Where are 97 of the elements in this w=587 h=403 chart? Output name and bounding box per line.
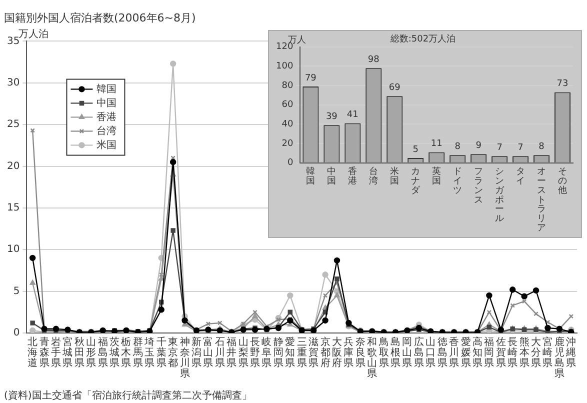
y-tick-label: 15 [6, 202, 20, 214]
x-tick-label: シンガポール [495, 166, 506, 224]
chart-title: 総数:502万人泊 [389, 34, 456, 45]
x-tick-label: 東京都 [168, 336, 178, 369]
y-tick-label: 20 [282, 138, 294, 149]
x-tick-label: オーストラリア [537, 166, 546, 234]
x-tick-label: 熊本県 [519, 336, 530, 369]
x-tick-label: 神奈川県 [180, 336, 190, 380]
x-tick-label: 香港 [348, 166, 358, 186]
x-tick-label: 鹿児島県 [554, 336, 564, 380]
x-tick-label: 岩手県 [50, 336, 61, 369]
x-tick-label: 京都府 [320, 336, 330, 369]
x-tick-label: 富山県 [203, 336, 214, 369]
x-tick-label: 滋賀県 [308, 336, 319, 369]
x-tick-label: 福島県 [98, 336, 108, 369]
data-label: 5 [412, 144, 418, 155]
data-label: 8 [538, 142, 545, 152]
x-tick-label: 佐賀県 [496, 336, 506, 369]
x-tick-label: 山形県 [86, 336, 96, 369]
y-tick-label: 0 [287, 158, 294, 168]
y-tick-label: 60 [282, 100, 294, 110]
data-label: 9 [476, 140, 482, 151]
x-tick-label: 中国 [327, 166, 336, 186]
x-tick-label: 奈良県 [355, 336, 366, 369]
x-tick-label: 長崎県 [508, 336, 518, 369]
y-tick-label: 40 [282, 120, 294, 130]
data-label: 7 [496, 142, 502, 153]
x-tick-label: 愛媛県 [460, 336, 471, 369]
x-tick-label: 三重県 [296, 336, 307, 369]
x-tick-label: 高知県 [472, 336, 482, 369]
x-tick-label: 兵庫県 [344, 336, 354, 369]
x-tick-label: 茨城県 [108, 336, 120, 369]
legend-label: 米国 [96, 138, 117, 151]
y-tick-label: 20 [6, 160, 20, 172]
x-tick-label: 英国 [432, 166, 442, 186]
legend-label: 韓国 [96, 82, 117, 95]
x-tick-label: 千葉県 [156, 336, 166, 369]
x-tick-label: 長野県 [250, 336, 260, 369]
data-label: 8 [454, 142, 461, 152]
data-label: 79 [304, 73, 317, 84]
y-tick-label: 120 [276, 42, 294, 52]
x-tick-label: 岐阜県 [262, 336, 272, 369]
x-tick-label: 北海道 [28, 336, 38, 369]
text: (資料)国土交通省「宿泊旅行統計調査第二次予備調査」 [4, 390, 252, 402]
x-tick-label: 鳥取県 [378, 336, 389, 369]
x-tick-label: 台湾 [369, 166, 378, 186]
x-tick-label: 徳島県 [437, 336, 448, 369]
legend-label: 香港 [96, 110, 117, 123]
x-tick-label: 新潟県 [191, 336, 202, 369]
data-label: 11 [430, 139, 442, 150]
x-tick-label: 愛知県 [285, 336, 296, 369]
x-tick-label: 群馬県 [132, 336, 143, 369]
y-tick-label: 80 [282, 80, 294, 91]
x-tick-label: 島根県 [390, 336, 401, 369]
y-tick-label: 10 [6, 244, 20, 256]
x-tick-label: 福井県 [226, 336, 237, 369]
data-label: 69 [388, 82, 401, 93]
y-axis-title: 万人泊 [18, 28, 49, 40]
x-tick-label: 大分県 [531, 336, 542, 369]
y-tick-label: 25 [6, 119, 20, 130]
x-tick-label: 宮城県 [62, 336, 73, 369]
data-label: 41 [346, 110, 358, 120]
chart-title: 国籍別外国人宿泊者数(2006年6~8月) [4, 11, 196, 24]
data-label: 39 [326, 112, 338, 122]
x-tick-label: フランス [474, 166, 484, 206]
x-tick-label: 香川県 [449, 336, 460, 369]
x-tick-label: 山梨県 [238, 336, 248, 369]
y-tick-label: 5 [13, 286, 20, 297]
x-tick-label: ドイツ [453, 166, 462, 196]
x-tick-label: 秋田県 [74, 336, 84, 369]
x-tick-label: 宮崎県 [542, 336, 553, 369]
x-tick-label: 山口県 [426, 336, 436, 369]
x-tick-label: 和歌山県 [367, 336, 378, 380]
x-tick-label: 埼玉県 [144, 336, 155, 369]
data-label: 98 [368, 54, 380, 65]
x-tick-label: 石川県 [214, 336, 225, 369]
x-tick-label: 栃木県 [121, 336, 132, 369]
legend-label: 中国 [96, 96, 117, 109]
x-tick-label: 韓国 [306, 166, 316, 186]
x-tick-label: 青森県 [39, 336, 50, 369]
x-tick-label: 岡山県 [402, 336, 412, 369]
x-tick-label: 福岡県 [484, 336, 494, 369]
y-tick-label: 0 [13, 328, 20, 339]
data-label: 73 [556, 79, 568, 90]
x-tick-label: 大阪府 [332, 336, 342, 369]
x-tick-label: 静岡県 [273, 336, 284, 369]
x-tick-label: その他 [558, 166, 568, 196]
x-tick-label: カナダ [411, 166, 422, 196]
x-tick-label: 米国 [390, 166, 400, 186]
x-tick-label: 沖縄県 [565, 336, 576, 369]
y-tick-label: 100 [276, 61, 294, 72]
y-tick-label: 30 [6, 77, 20, 88]
data-label: 7 [518, 142, 524, 153]
y-tick-label: 35 [6, 36, 20, 47]
x-tick-label: タイ [516, 166, 526, 186]
legend-label: 台湾 [96, 124, 117, 137]
x-tick-label: 広島県 [414, 336, 424, 369]
